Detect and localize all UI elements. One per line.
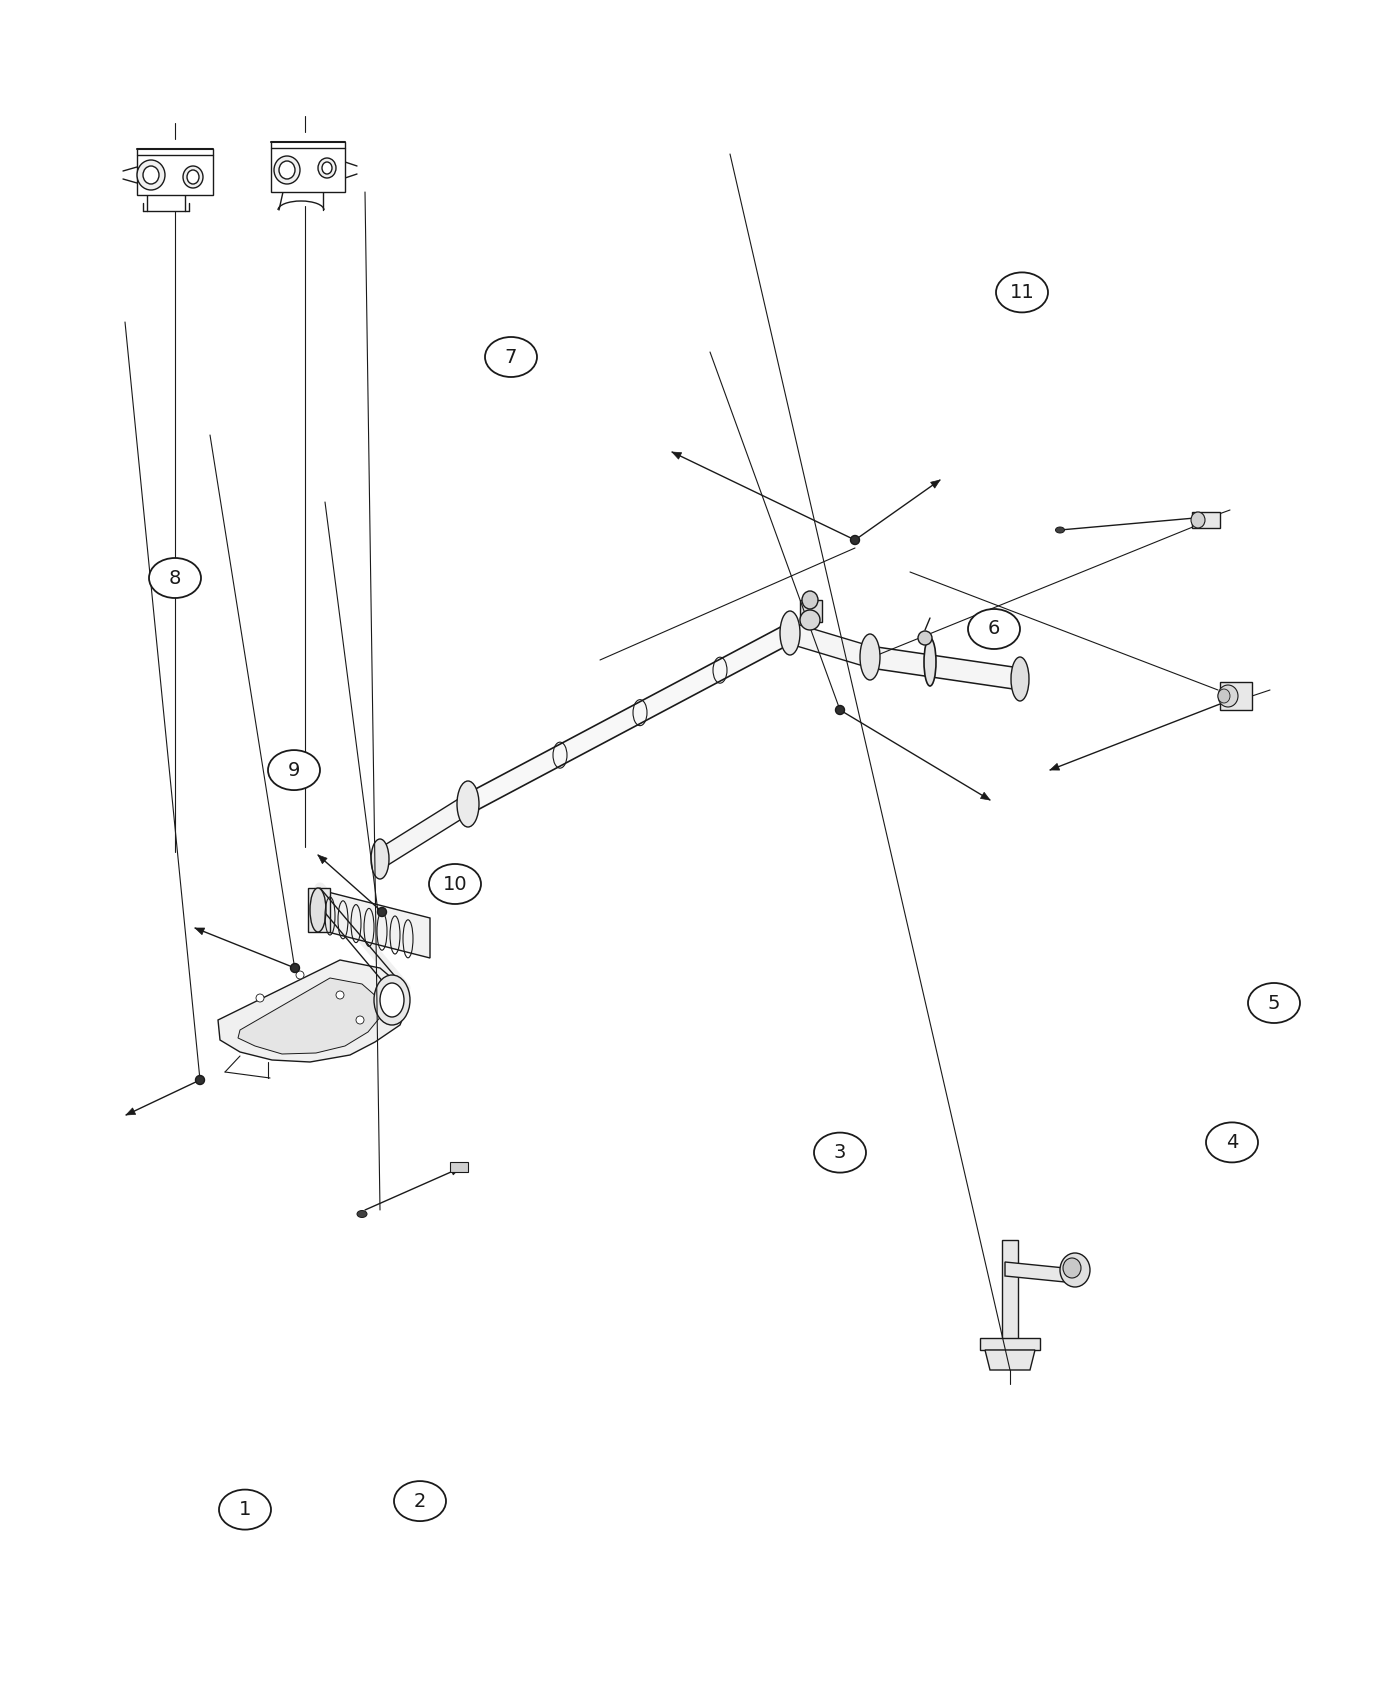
FancyBboxPatch shape: [308, 887, 330, 932]
Ellipse shape: [851, 536, 860, 544]
Ellipse shape: [1191, 512, 1205, 529]
Text: 2: 2: [414, 1491, 426, 1511]
Ellipse shape: [218, 1489, 272, 1530]
FancyBboxPatch shape: [1191, 512, 1219, 529]
Polygon shape: [468, 622, 790, 814]
Ellipse shape: [274, 156, 300, 184]
Text: 1: 1: [239, 1499, 251, 1520]
Text: 5: 5: [1268, 993, 1280, 1013]
Ellipse shape: [1056, 527, 1064, 534]
Ellipse shape: [1218, 688, 1231, 704]
Polygon shape: [451, 1168, 461, 1175]
Ellipse shape: [374, 976, 410, 1025]
Polygon shape: [672, 452, 682, 459]
Text: 11: 11: [1009, 282, 1035, 303]
Ellipse shape: [995, 272, 1049, 313]
Ellipse shape: [860, 634, 881, 680]
Ellipse shape: [356, 1017, 364, 1023]
Ellipse shape: [1060, 1253, 1091, 1287]
Polygon shape: [318, 855, 328, 864]
Ellipse shape: [196, 1076, 204, 1085]
Ellipse shape: [279, 162, 295, 178]
Ellipse shape: [1247, 983, 1301, 1023]
Polygon shape: [986, 1350, 1035, 1370]
Ellipse shape: [428, 864, 482, 904]
Ellipse shape: [322, 162, 332, 173]
Polygon shape: [126, 1108, 136, 1115]
FancyBboxPatch shape: [449, 1163, 468, 1171]
Ellipse shape: [188, 170, 199, 184]
Polygon shape: [1005, 1261, 1065, 1282]
Polygon shape: [379, 792, 468, 870]
Ellipse shape: [137, 160, 165, 190]
FancyBboxPatch shape: [272, 148, 344, 192]
Ellipse shape: [336, 991, 344, 1000]
Polygon shape: [218, 960, 407, 1062]
Ellipse shape: [1218, 685, 1238, 707]
Ellipse shape: [379, 983, 405, 1017]
Polygon shape: [1050, 763, 1060, 770]
FancyBboxPatch shape: [1219, 682, 1252, 711]
Polygon shape: [869, 646, 1021, 690]
Ellipse shape: [456, 780, 479, 826]
Text: 3: 3: [834, 1142, 846, 1163]
Polygon shape: [980, 1338, 1040, 1350]
Ellipse shape: [967, 609, 1021, 649]
Polygon shape: [1002, 1239, 1018, 1340]
Ellipse shape: [393, 1481, 447, 1522]
Text: 4: 4: [1226, 1132, 1238, 1153]
Ellipse shape: [291, 964, 300, 972]
Ellipse shape: [924, 638, 937, 687]
Ellipse shape: [484, 337, 538, 377]
Polygon shape: [790, 622, 869, 668]
Ellipse shape: [309, 887, 326, 932]
Text: 10: 10: [442, 874, 468, 894]
Ellipse shape: [371, 840, 389, 879]
Ellipse shape: [143, 167, 160, 184]
Polygon shape: [195, 928, 204, 935]
Ellipse shape: [1011, 656, 1029, 700]
Ellipse shape: [836, 706, 844, 714]
Text: 6: 6: [988, 619, 1000, 639]
Ellipse shape: [148, 558, 202, 598]
Ellipse shape: [1205, 1122, 1259, 1163]
Ellipse shape: [378, 908, 386, 916]
FancyBboxPatch shape: [799, 600, 822, 622]
Polygon shape: [931, 479, 939, 488]
Ellipse shape: [1063, 1258, 1081, 1278]
Polygon shape: [980, 792, 990, 801]
Ellipse shape: [183, 167, 203, 189]
Ellipse shape: [918, 631, 932, 644]
Ellipse shape: [357, 1210, 367, 1217]
Polygon shape: [321, 891, 430, 959]
Ellipse shape: [813, 1132, 867, 1173]
Ellipse shape: [256, 994, 265, 1001]
Text: 8: 8: [169, 568, 181, 588]
Ellipse shape: [802, 592, 818, 609]
Ellipse shape: [295, 971, 304, 979]
Ellipse shape: [267, 750, 321, 791]
Text: 7: 7: [505, 347, 517, 367]
Ellipse shape: [318, 158, 336, 178]
FancyBboxPatch shape: [137, 155, 213, 196]
Ellipse shape: [780, 610, 799, 654]
Polygon shape: [238, 977, 382, 1054]
Ellipse shape: [799, 610, 820, 631]
Text: 9: 9: [288, 760, 300, 780]
